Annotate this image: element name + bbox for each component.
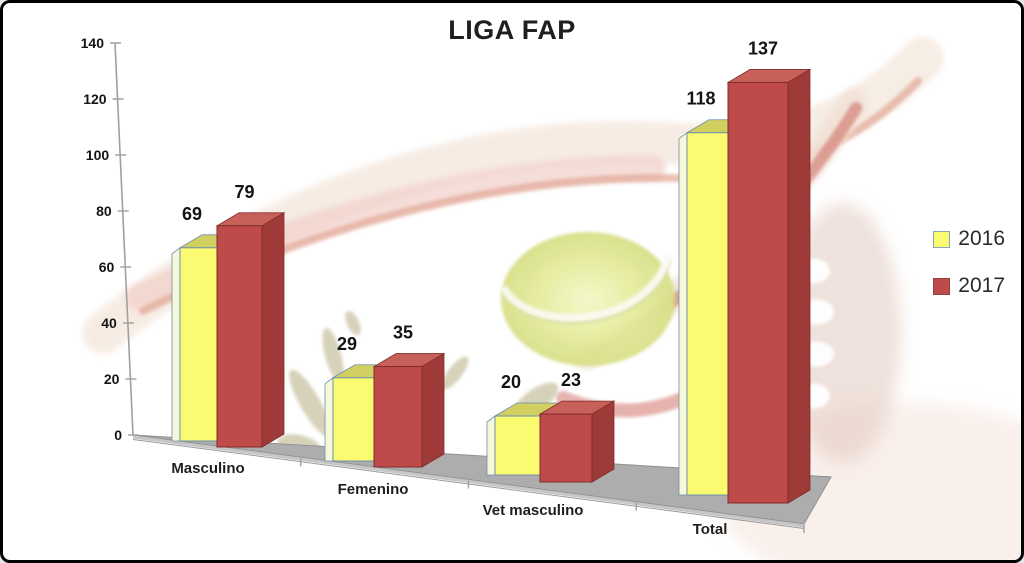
bar-side-2016-vet-masculino [486,415,496,476]
bar-2017-femenino [373,366,423,468]
bar-2016-total [686,132,732,496]
beige-blob [322,327,344,383]
legend-item-2016: 2016 [933,227,1005,251]
y-axis: 0 20 40 60 80 100 120 140 [81,35,139,443]
data-label-2017-total: 137 [748,38,778,58]
category-label-total: Total [693,521,728,538]
y-tick-label: 80 [96,203,112,219]
legend-label-2016: 2016 [958,227,1005,250]
bar-side-2017-vet-masculino [591,400,615,483]
category-label-vet-masculino: Vet masculino [483,502,584,519]
bar-group-total: 118 137 [678,38,812,504]
bar-group-masculino: 69 79 [171,182,286,448]
data-label-2016-total: 118 [686,89,715,109]
bar-group-femenino: 29 35 [324,323,446,468]
chart-title: LIGA FAP [448,15,576,45]
bar-group-vet-masculino: 20 23 [486,370,616,483]
bar-2017-total [727,81,789,504]
bar-side-2017-total [787,68,811,504]
ball-seam [499,253,673,322]
legend-label-2017: 2017 [958,274,1005,297]
y-tick-label: 60 [99,259,115,275]
x-axis: Masculino Femenino Vet masculino Total [171,458,805,538]
category-label-femenino: Femenino [338,481,409,498]
white-dot [621,381,649,401]
data-label-2016-masculino: 69 [182,204,202,224]
beige-blob [289,369,331,437]
tennis-ball [499,232,675,366]
category-label-masculino: Masculino [171,460,244,477]
bar-2016-vet-masculino [494,415,544,476]
legend-swatch-2016 [933,230,951,248]
bar-2017-vet-masculino [539,413,593,483]
bar-side-2017-femenino [421,352,445,468]
bar-side-2016-femenino [324,376,334,462]
legend: 2016 2017 [933,227,1005,298]
legend-item-2017: 2017 [933,274,1005,298]
bar-side-2016-masculino [171,247,181,442]
bar-side-2016-total [678,131,688,496]
data-label-2017-vet-masculino: 23 [561,370,581,390]
y-tick-label: 100 [86,147,110,163]
data-label-2016-femenino: 29 [337,334,357,354]
bar-side-2017-masculino [261,212,285,448]
y-tick-label: 0 [114,427,122,443]
y-tick-label: 140 [81,35,105,51]
legend-swatch-2017 [933,277,951,295]
bar-2016-masculino [179,247,221,442]
bar-2016-femenino [332,377,378,462]
beige-blob [345,310,361,336]
bar-2017-masculino [216,225,263,448]
data-label-2017-masculino: 79 [234,182,254,202]
data-label-2017-femenino: 35 [393,323,413,343]
data-label-2016-vet-masculino: 20 [501,372,521,392]
y-tick-label: 120 [83,91,107,107]
y-tick-label: 40 [101,315,117,331]
beige-blob [441,356,469,390]
y-tick-label: 20 [104,371,120,387]
